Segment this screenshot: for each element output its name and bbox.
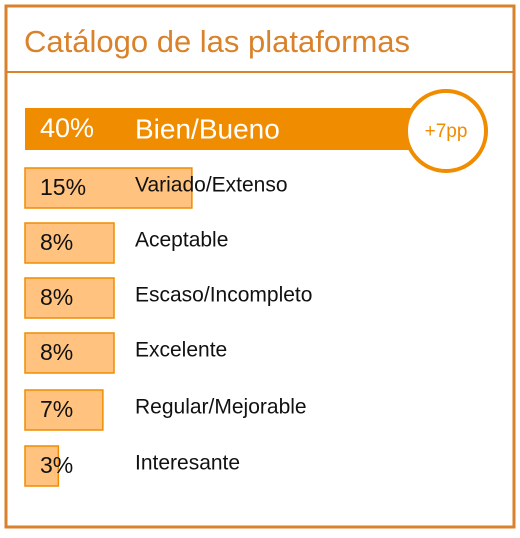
- value-label: 8%: [40, 339, 73, 365]
- category-label: Escaso/Incompleto: [135, 284, 312, 307]
- value-label: 40%: [40, 113, 94, 143]
- value-label: 8%: [40, 229, 73, 255]
- value-label: 7%: [40, 396, 73, 422]
- chart-title: Catálogo de las plataformas: [24, 24, 410, 59]
- bar: [24, 277, 115, 319]
- bar: [24, 167, 193, 209]
- category-label: Variado/Extenso: [135, 174, 288, 197]
- value-label: 8%: [40, 284, 73, 310]
- bar: [24, 445, 60, 487]
- category-label: Bien/Bueno: [135, 113, 280, 144]
- bar: [25, 108, 470, 150]
- category-label: Aceptable: [135, 229, 228, 252]
- annotation-badge: [404, 89, 488, 173]
- bar: [24, 222, 115, 264]
- value-label: 3%: [40, 452, 73, 478]
- annotation: +7pp: [425, 121, 468, 142]
- category-label: Regular/Mejorable: [135, 396, 307, 419]
- bar: [24, 389, 104, 431]
- frame: [4, 4, 516, 529]
- category-label: Interesante: [135, 452, 240, 475]
- bar: [24, 332, 115, 374]
- value-label: 15%: [40, 174, 86, 200]
- category-label: Excelente: [135, 339, 227, 362]
